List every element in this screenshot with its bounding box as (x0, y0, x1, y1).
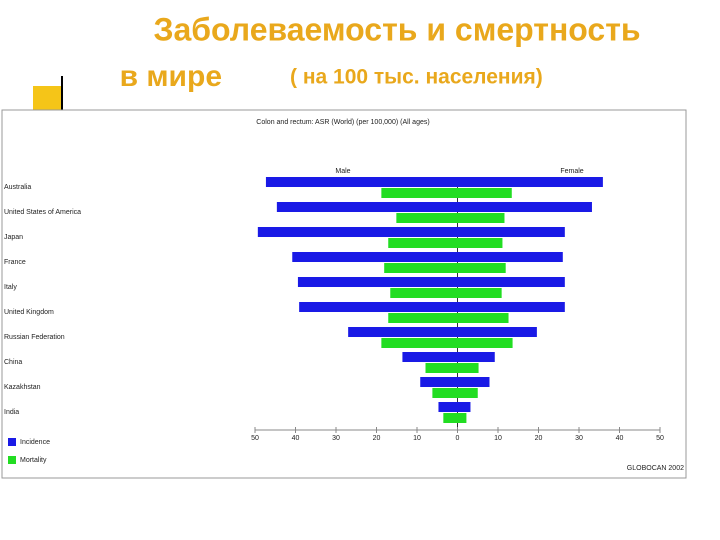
bar (432, 388, 458, 398)
decor-square (33, 86, 62, 112)
x-tick-label: 30 (332, 435, 340, 442)
bar (420, 377, 458, 387)
bar (457, 377, 490, 387)
x-tick-label: 10 (413, 435, 421, 442)
bar (388, 313, 458, 323)
category-label: Kazakhstan (4, 384, 41, 391)
slide-title-main: в мире (120, 60, 222, 93)
legend-label: Incidence (20, 439, 50, 446)
bar (457, 388, 478, 398)
bar (438, 402, 458, 412)
bar (457, 238, 503, 248)
bar (457, 177, 603, 187)
bar (402, 352, 458, 362)
x-tick-label: 20 (535, 435, 543, 442)
x-tick-label: 0 (456, 435, 460, 442)
category-label: China (4, 359, 22, 366)
chart-title: Colon and rectum: ASR (World) (per 100,0… (256, 119, 429, 126)
source: GLOBOCAN 2002 (627, 465, 684, 472)
category-label: United States of America (4, 209, 81, 216)
bar (299, 302, 458, 312)
bar (457, 327, 537, 337)
legend-swatch (8, 438, 16, 446)
bar (457, 338, 513, 348)
x-tick-label: 40 (292, 435, 300, 442)
bar (457, 227, 565, 237)
bar (390, 288, 458, 298)
bar (388, 238, 458, 248)
x-tick-label: 30 (575, 435, 583, 442)
chart-frame (1, 109, 687, 479)
bar (457, 313, 509, 323)
bar (457, 263, 506, 273)
side-label: Male (335, 168, 350, 175)
bar (384, 263, 458, 273)
bar (348, 327, 458, 337)
bar (425, 363, 458, 373)
bar (457, 402, 471, 412)
x-tick-label: 50 (656, 435, 664, 442)
slide-title: Заболеваемость и смертность (153, 11, 640, 47)
bar (457, 288, 502, 298)
legend-label: Mortality (20, 457, 47, 464)
category-label: France (4, 259, 26, 266)
bar (257, 227, 458, 237)
bar (457, 188, 512, 198)
bar (276, 202, 458, 212)
side-label: Female (560, 168, 583, 175)
x-tick-label: 40 (616, 435, 624, 442)
bar (457, 413, 467, 423)
bar (381, 188, 458, 198)
x-tick-label: 50 (251, 435, 259, 442)
bar (265, 177, 458, 187)
category-label: United Kingdom (4, 309, 54, 316)
bar (457, 277, 565, 287)
bar (457, 352, 495, 362)
bar (457, 363, 479, 373)
slide-title-sub: ( на 100 тыс. населения) (290, 66, 543, 89)
category-label: India (4, 409, 19, 416)
legend-swatch (8, 456, 16, 464)
x-tick-label: 10 (494, 435, 502, 442)
bar (457, 252, 563, 262)
category-label: Japan (4, 234, 23, 241)
category-label: Italy (4, 284, 17, 291)
bar (297, 277, 458, 287)
bar (381, 338, 458, 348)
bar (292, 252, 458, 262)
bar (457, 202, 592, 212)
bar (457, 213, 505, 223)
category-label: Russian Federation (4, 334, 65, 341)
category-label: Australia (4, 184, 31, 191)
x-tick-label: 20 (373, 435, 381, 442)
bar (457, 302, 565, 312)
bar (443, 413, 458, 423)
bar (396, 213, 458, 223)
